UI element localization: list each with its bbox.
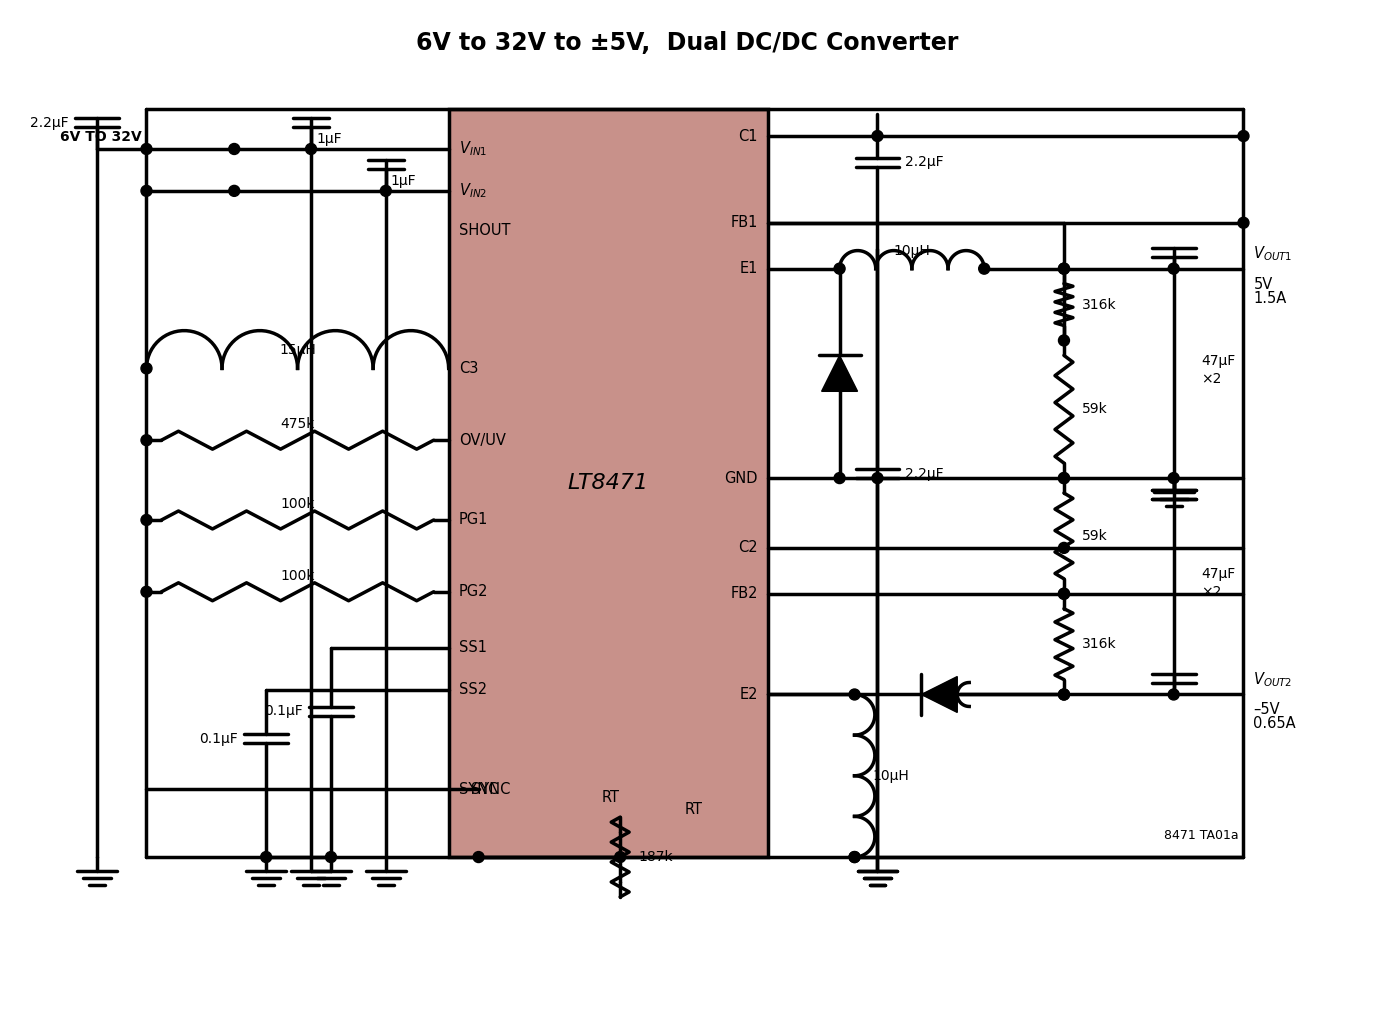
Circle shape [1059,689,1070,700]
Text: 187k: 187k [638,850,672,864]
Circle shape [835,473,846,483]
Circle shape [934,689,945,700]
Text: –5V: –5V [1254,703,1280,717]
Bar [448,109,767,857]
Circle shape [1059,473,1070,483]
Circle shape [848,689,859,700]
Text: $V_{IN1}$: $V_{IN1}$ [459,139,487,159]
Text: C2: C2 [738,540,758,555]
Circle shape [1169,473,1180,483]
Text: $V_{OUT2}$: $V_{OUT2}$ [1254,670,1292,689]
Circle shape [228,143,239,155]
Text: 475k: 475k [280,417,315,431]
Text: 0.1µF: 0.1µF [199,732,238,746]
Text: 47µF: 47µF [1202,354,1236,368]
Text: PG2: PG2 [459,585,488,599]
Text: 316k: 316k [1082,637,1116,651]
Text: ×2: ×2 [1202,372,1222,386]
Text: RT: RT [685,801,703,817]
Circle shape [615,851,626,862]
Text: C1: C1 [738,128,758,143]
Circle shape [848,851,859,862]
Polygon shape [822,355,858,392]
Polygon shape [921,676,957,713]
Text: 1µF: 1µF [316,132,341,146]
Text: PG1: PG1 [459,513,488,528]
Text: 100k: 100k [280,497,315,511]
Text: 316k: 316k [1082,298,1116,311]
Circle shape [835,263,846,275]
Circle shape [381,185,392,196]
Text: 59k: 59k [1082,529,1108,543]
Circle shape [1169,263,1180,275]
Circle shape [142,515,153,526]
Text: GND: GND [725,471,758,485]
Circle shape [473,851,484,862]
Circle shape [1059,335,1070,346]
Text: SYNC: SYNC [459,782,498,796]
Text: OV/UV: OV/UV [459,432,506,447]
Text: 2.2µF: 2.2µF [905,467,945,481]
Text: SYNC: SYNC [470,782,510,796]
Text: 15µH: 15µH [279,344,316,357]
Text: 59k: 59k [1082,403,1108,416]
Circle shape [142,434,153,445]
Circle shape [1059,542,1070,553]
Text: 8471 TA01a: 8471 TA01a [1163,829,1239,842]
Circle shape [1059,473,1070,483]
Circle shape [848,851,859,862]
Circle shape [142,586,153,597]
Circle shape [1169,689,1180,700]
Text: RT: RT [601,790,619,804]
Circle shape [326,851,337,862]
Circle shape [305,143,316,155]
Text: LT8471: LT8471 [568,473,649,493]
Circle shape [1059,263,1070,275]
Circle shape [1238,218,1248,228]
Text: 2.2µF: 2.2µF [905,155,945,169]
Text: 0.65A: 0.65A [1254,716,1297,731]
Text: 1µF: 1µF [390,174,417,188]
Circle shape [1238,130,1248,141]
Circle shape [261,851,272,862]
Text: SS2: SS2 [459,682,487,697]
Circle shape [1059,588,1070,599]
Circle shape [142,363,153,374]
Text: E2: E2 [740,687,758,702]
Circle shape [872,473,883,483]
Text: $V_{IN2}$: $V_{IN2}$ [459,181,487,200]
Text: FB2: FB2 [730,586,758,601]
Circle shape [872,130,883,141]
Text: FB1: FB1 [730,216,758,230]
Circle shape [142,185,153,196]
Text: 6V to 32V to ±5V,  Dual DC/DC Converter: 6V to 32V to ±5V, Dual DC/DC Converter [415,32,958,55]
Text: SS1: SS1 [459,640,487,655]
Circle shape [1059,263,1070,275]
Text: 0.1µF: 0.1µF [264,705,302,718]
Text: C3: C3 [459,361,478,376]
Text: 100k: 100k [280,569,315,583]
Text: 47µF: 47µF [1202,566,1236,581]
Circle shape [1059,588,1070,599]
Text: 6V TO 32V: 6V TO 32V [59,130,142,144]
Circle shape [979,263,990,275]
Text: 10µH: 10µH [873,769,909,783]
Text: 2.2µF: 2.2µF [30,116,69,130]
Text: ×2: ×2 [1202,585,1222,599]
Text: 1.5A: 1.5A [1254,291,1287,305]
Text: $V_{OUT1}$: $V_{OUT1}$ [1254,244,1292,262]
Text: 5V: 5V [1254,277,1273,292]
Text: E1: E1 [740,261,758,277]
Circle shape [228,185,239,196]
Text: SHOUT: SHOUT [459,224,510,238]
Circle shape [1059,689,1070,700]
Circle shape [142,143,153,155]
Text: 10µH: 10µH [894,244,931,257]
